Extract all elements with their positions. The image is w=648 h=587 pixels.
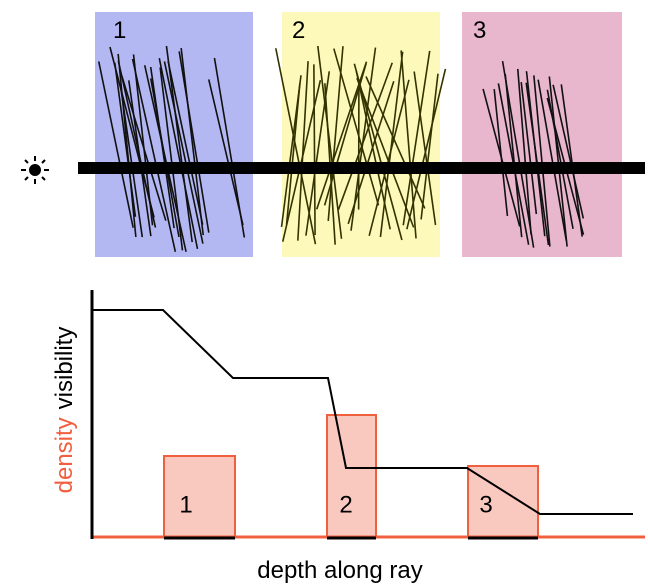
density-label: density [51, 417, 78, 493]
light-ray [42, 160, 45, 163]
bar-label: 1 [179, 491, 192, 518]
light-icon [21, 156, 49, 184]
x-axis-label: depth along ray [257, 557, 422, 584]
box-label: 1 [113, 17, 126, 44]
bar-label: 2 [339, 491, 352, 518]
volume-box [462, 12, 622, 257]
visibility-label: visibility [51, 327, 78, 410]
figure: 1 2 3 1 2 3 density visibility depth alon… [0, 0, 648, 587]
box-label: 3 [473, 17, 486, 44]
light-ray [25, 160, 28, 163]
light-ray [25, 177, 28, 180]
y-axis-label: density visibility [51, 327, 78, 494]
density-bar [164, 456, 235, 537]
density-bar [327, 415, 376, 537]
bar-label: 3 [479, 491, 492, 518]
plot: 1 2 3 density visibility depth along ray [51, 290, 645, 584]
light-ray [42, 177, 45, 180]
box-label: 2 [292, 17, 305, 44]
light-center [30, 165, 40, 175]
